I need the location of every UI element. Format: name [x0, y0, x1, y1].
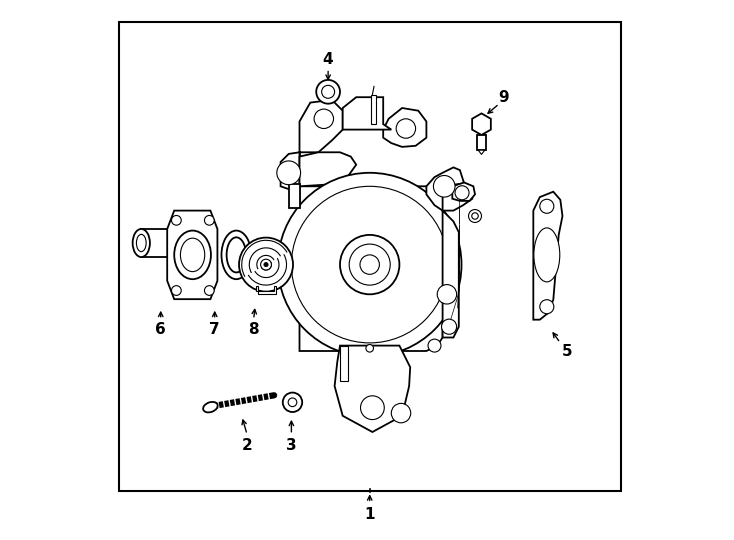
Circle shape [433, 176, 455, 197]
Text: 5: 5 [562, 343, 572, 359]
Polygon shape [343, 97, 391, 130]
Polygon shape [443, 211, 459, 338]
Circle shape [283, 393, 302, 412]
Circle shape [472, 213, 479, 219]
Ellipse shape [227, 238, 246, 272]
Text: 9: 9 [498, 90, 509, 105]
Circle shape [455, 186, 469, 200]
Polygon shape [299, 152, 356, 186]
Ellipse shape [203, 402, 218, 413]
Text: 1: 1 [365, 507, 375, 522]
Circle shape [437, 285, 457, 304]
Circle shape [278, 173, 462, 356]
Text: 6: 6 [156, 322, 166, 337]
Circle shape [428, 339, 441, 352]
Circle shape [172, 286, 181, 295]
Polygon shape [299, 100, 343, 157]
Polygon shape [534, 192, 562, 320]
Circle shape [288, 398, 297, 407]
Polygon shape [472, 113, 491, 135]
Circle shape [366, 345, 374, 352]
Circle shape [261, 259, 272, 270]
Circle shape [539, 300, 554, 314]
Polygon shape [340, 346, 348, 381]
Polygon shape [299, 186, 443, 351]
Circle shape [539, 199, 554, 213]
Ellipse shape [174, 231, 211, 279]
Polygon shape [443, 184, 472, 211]
Circle shape [264, 262, 268, 267]
Bar [119, 22, 621, 491]
Text: 4: 4 [323, 52, 333, 67]
Polygon shape [477, 135, 486, 150]
Circle shape [349, 244, 390, 285]
Polygon shape [167, 211, 217, 299]
Circle shape [360, 255, 379, 274]
Circle shape [205, 215, 214, 225]
Polygon shape [452, 183, 475, 201]
Text: 3: 3 [286, 438, 297, 453]
Circle shape [205, 286, 214, 295]
Circle shape [360, 396, 385, 420]
Polygon shape [256, 286, 276, 294]
Polygon shape [335, 346, 410, 432]
Circle shape [172, 215, 181, 225]
Circle shape [239, 238, 293, 292]
Ellipse shape [133, 229, 150, 257]
Polygon shape [280, 152, 299, 190]
Polygon shape [288, 184, 299, 208]
Ellipse shape [181, 238, 205, 272]
Circle shape [442, 319, 457, 334]
Ellipse shape [534, 228, 560, 282]
Circle shape [321, 85, 335, 98]
Ellipse shape [137, 234, 146, 252]
Circle shape [316, 80, 340, 104]
Text: 8: 8 [248, 322, 259, 337]
Polygon shape [479, 150, 484, 154]
Text: 7: 7 [209, 322, 220, 337]
Circle shape [314, 109, 333, 129]
Polygon shape [426, 167, 464, 211]
Ellipse shape [222, 231, 251, 279]
Circle shape [391, 403, 411, 423]
Circle shape [277, 161, 301, 185]
Circle shape [340, 235, 399, 294]
Circle shape [396, 119, 415, 138]
Text: 2: 2 [241, 438, 252, 453]
Polygon shape [383, 108, 426, 147]
Circle shape [291, 186, 448, 343]
Circle shape [468, 210, 482, 222]
Polygon shape [371, 94, 376, 124]
